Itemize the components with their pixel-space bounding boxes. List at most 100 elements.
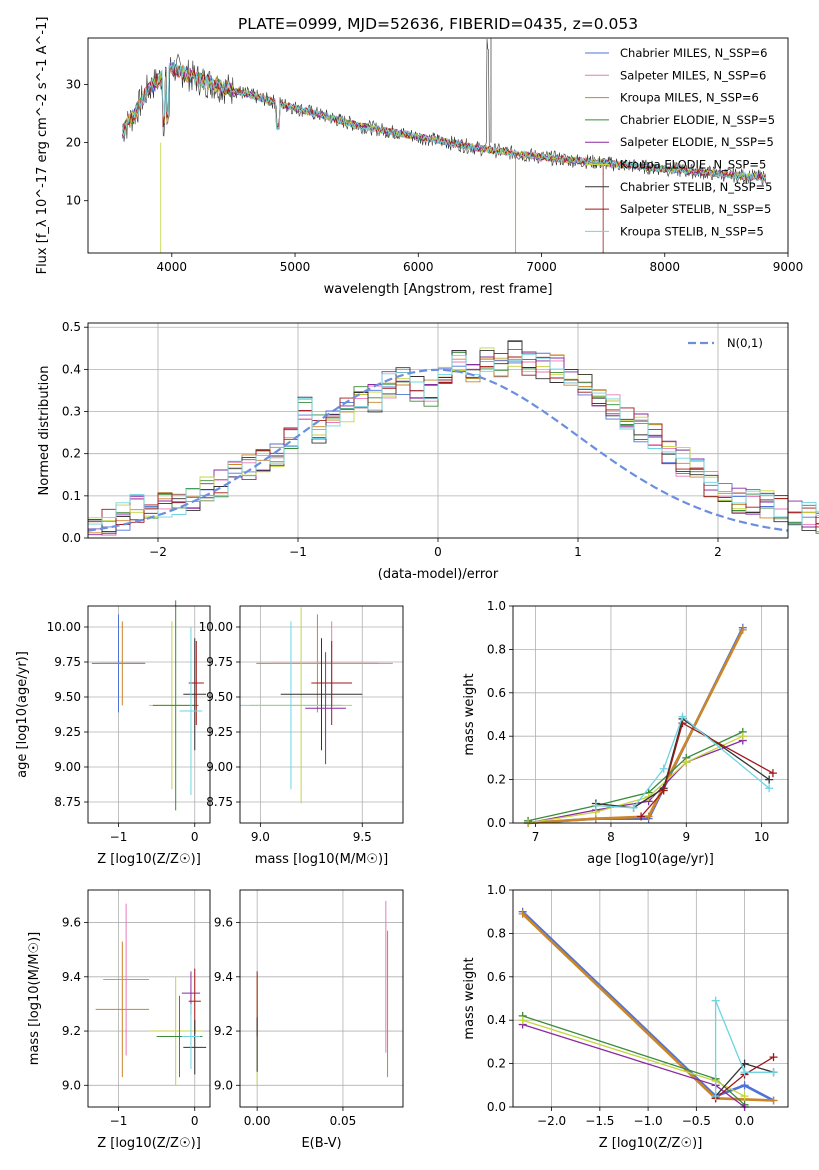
y-axis-label: Flux [f_λ 10^-17 erg cm^-2 s^-1 A^-1] [35,17,50,275]
y-tick-label: 10.00 [47,620,81,634]
legend-entry: Salpeter MILES, N_SSP=6 [620,68,766,82]
y-tick-label: 9.4 [214,970,233,984]
weight-point-marker [637,812,646,821]
x-tick-label: 9.0 [251,830,270,844]
legend-entry: Salpeter STELIB, N_SSP=5 [620,202,771,216]
legend-entry: Kroupa STELIB, N_SSP=5 [620,224,764,238]
y-tick-label: 9.6 [214,916,233,930]
y-tick-label: 0.1 [62,489,81,503]
panel-mass-vs-EBV: 0.00 0.05 9.0 9.2 9.4 9.6 E(B-V) [214,889,404,1151]
panel-age-vs-Z: −1 0 8.75 9.00 9.25 9.50 9.75 10.00 Z [log10(Z/Z… [15,600,211,867]
weight-point-marker [682,758,691,767]
weight-series-line [528,627,744,825]
y-axis-label: mass weight [462,957,477,1039]
x-tick-label: −1 [289,545,307,559]
x-tick-label: −1 [110,830,128,844]
x-tick-label: −2 [149,545,167,559]
weight-point-marker [740,1059,749,1068]
weight-point-marker [740,1081,749,1090]
x-tick-label: 9.5 [353,830,372,844]
y-tick-label: 1.0 [487,883,506,897]
y-tick-label: 0.4 [62,362,81,376]
y-tick-label: 20 [66,136,81,150]
y-tick-label: 0.5 [62,320,81,334]
weight-point-marker [769,1068,778,1077]
weight-series-line [527,739,744,824]
x-tick-label: 4000 [157,260,188,274]
x-axis-label: mass [log10(M/M☉)] [255,852,388,867]
weight-point-marker [769,1053,778,1062]
x-tick-label: −1 [110,1114,128,1128]
y-tick-label: 9.0 [214,1078,233,1092]
weight-point-marker [659,786,668,795]
histogram-series [88,357,819,536]
y-tick-label: 10.00 [199,620,233,634]
weight-point-marker [765,784,774,793]
plot-frame [512,889,789,1108]
y-tick-label: 9.75 [54,655,81,669]
x-axis-label: Z [log10(Z/Z☉)] [97,1136,201,1151]
legend-entry: Salpeter ELODIE, N_SSP=5 [620,135,774,149]
y-tick-label: 30 [66,77,81,91]
weight-point-marker [768,769,777,778]
y-tick-label: 9.2 [214,1024,233,1038]
x-tick-label: −1.0 [634,1114,663,1128]
x-axis-label: wavelength [Angstrom, rest frame] [324,282,553,297]
x-axis-label: (data-model)/error [378,567,499,582]
y-tick-label: 9.2 [62,1024,81,1038]
panel-residual-histogram: −2 −1 0 1 2 0.0 0.1 0.2 0.3 0.4 0.5 N(0,1) (data-mod… [37,320,819,582]
y-tick-label: 8.75 [206,795,233,809]
histogram-series [88,353,819,526]
x-tick-label: 10 [754,830,769,844]
y-tick-label: 9.6 [62,916,81,930]
y-tick-label: 0.2 [487,773,506,787]
plot-frame [87,322,789,539]
y-tick-label: 0.4 [487,1013,506,1027]
x-tick-label: −0.5 [682,1114,711,1128]
y-tick-label: 9.50 [206,690,233,704]
weight-point-marker [765,775,774,784]
y-tick-label: 9.4 [62,970,81,984]
x-axis-label: age [log10(age/yr)] [587,852,714,867]
x-tick-label: 0 [434,545,442,559]
panel-mass-weight-vs-Z: −2.0 −1.5 −1.0 −0.5 0.0 0.0 0.2 0.4 0.6 0.8 1.0 Z [… [462,883,789,1151]
legend-gaussian-label: N(0,1) [727,336,763,350]
histogram-series [88,341,819,536]
panel-spectrum: 4000 5000 6000 7000 8000 9000 10 20 30 wavelength… [35,17,803,297]
y-tick-label: 0.4 [487,729,506,743]
plot-frame [239,605,404,824]
y-tick-label: 1.0 [487,599,506,613]
weight-point-marker [711,996,720,1005]
weight-point-marker [591,801,600,810]
weight-point-marker [678,712,687,721]
x-axis-label: Z [log10(Z/Z☉)] [97,852,201,867]
x-tick-label: 7000 [526,260,557,274]
legend-entry: Chabrier STELIB, N_SSP=5 [620,180,772,194]
y-tick-label: 0.0 [487,816,506,830]
weight-series-line [521,910,775,1102]
plot-frame [87,605,211,824]
figure-title: PLATE=0999, MJD=52636, FIBERID=0435, z=0… [238,15,638,33]
y-tick-label: 0.6 [487,686,506,700]
x-axis-label: E(B-V) [301,1136,341,1151]
y-tick-label: 9.25 [206,725,233,739]
spectrum-lines [122,38,767,253]
x-tick-label: 8 [607,830,615,844]
y-tick-label: 9.00 [54,760,81,774]
x-tick-label: 9000 [773,260,804,274]
weight-series-line [528,629,744,825]
x-tick-label: −1.5 [585,1114,614,1128]
plot-frame [239,889,404,1108]
y-tick-label: 9.25 [54,725,81,739]
panel-mass-weight-vs-age: 7 8 9 10 0.0 0.2 0.4 0.6 0.8 1.0 age [log10(age/yr… [462,599,789,867]
legend-entry: Chabrier MILES, N_SSP=6 [620,46,767,60]
weight-point-marker [740,1092,749,1101]
weight-point-marker [629,803,638,812]
x-tick-label: 0 [191,1114,199,1128]
y-tick-label: 0.3 [62,405,81,419]
weight-point-marker [738,732,747,741]
plot-frame [87,37,789,254]
x-tick-label: 5000 [280,260,311,274]
x-tick-label: 8000 [649,260,680,274]
